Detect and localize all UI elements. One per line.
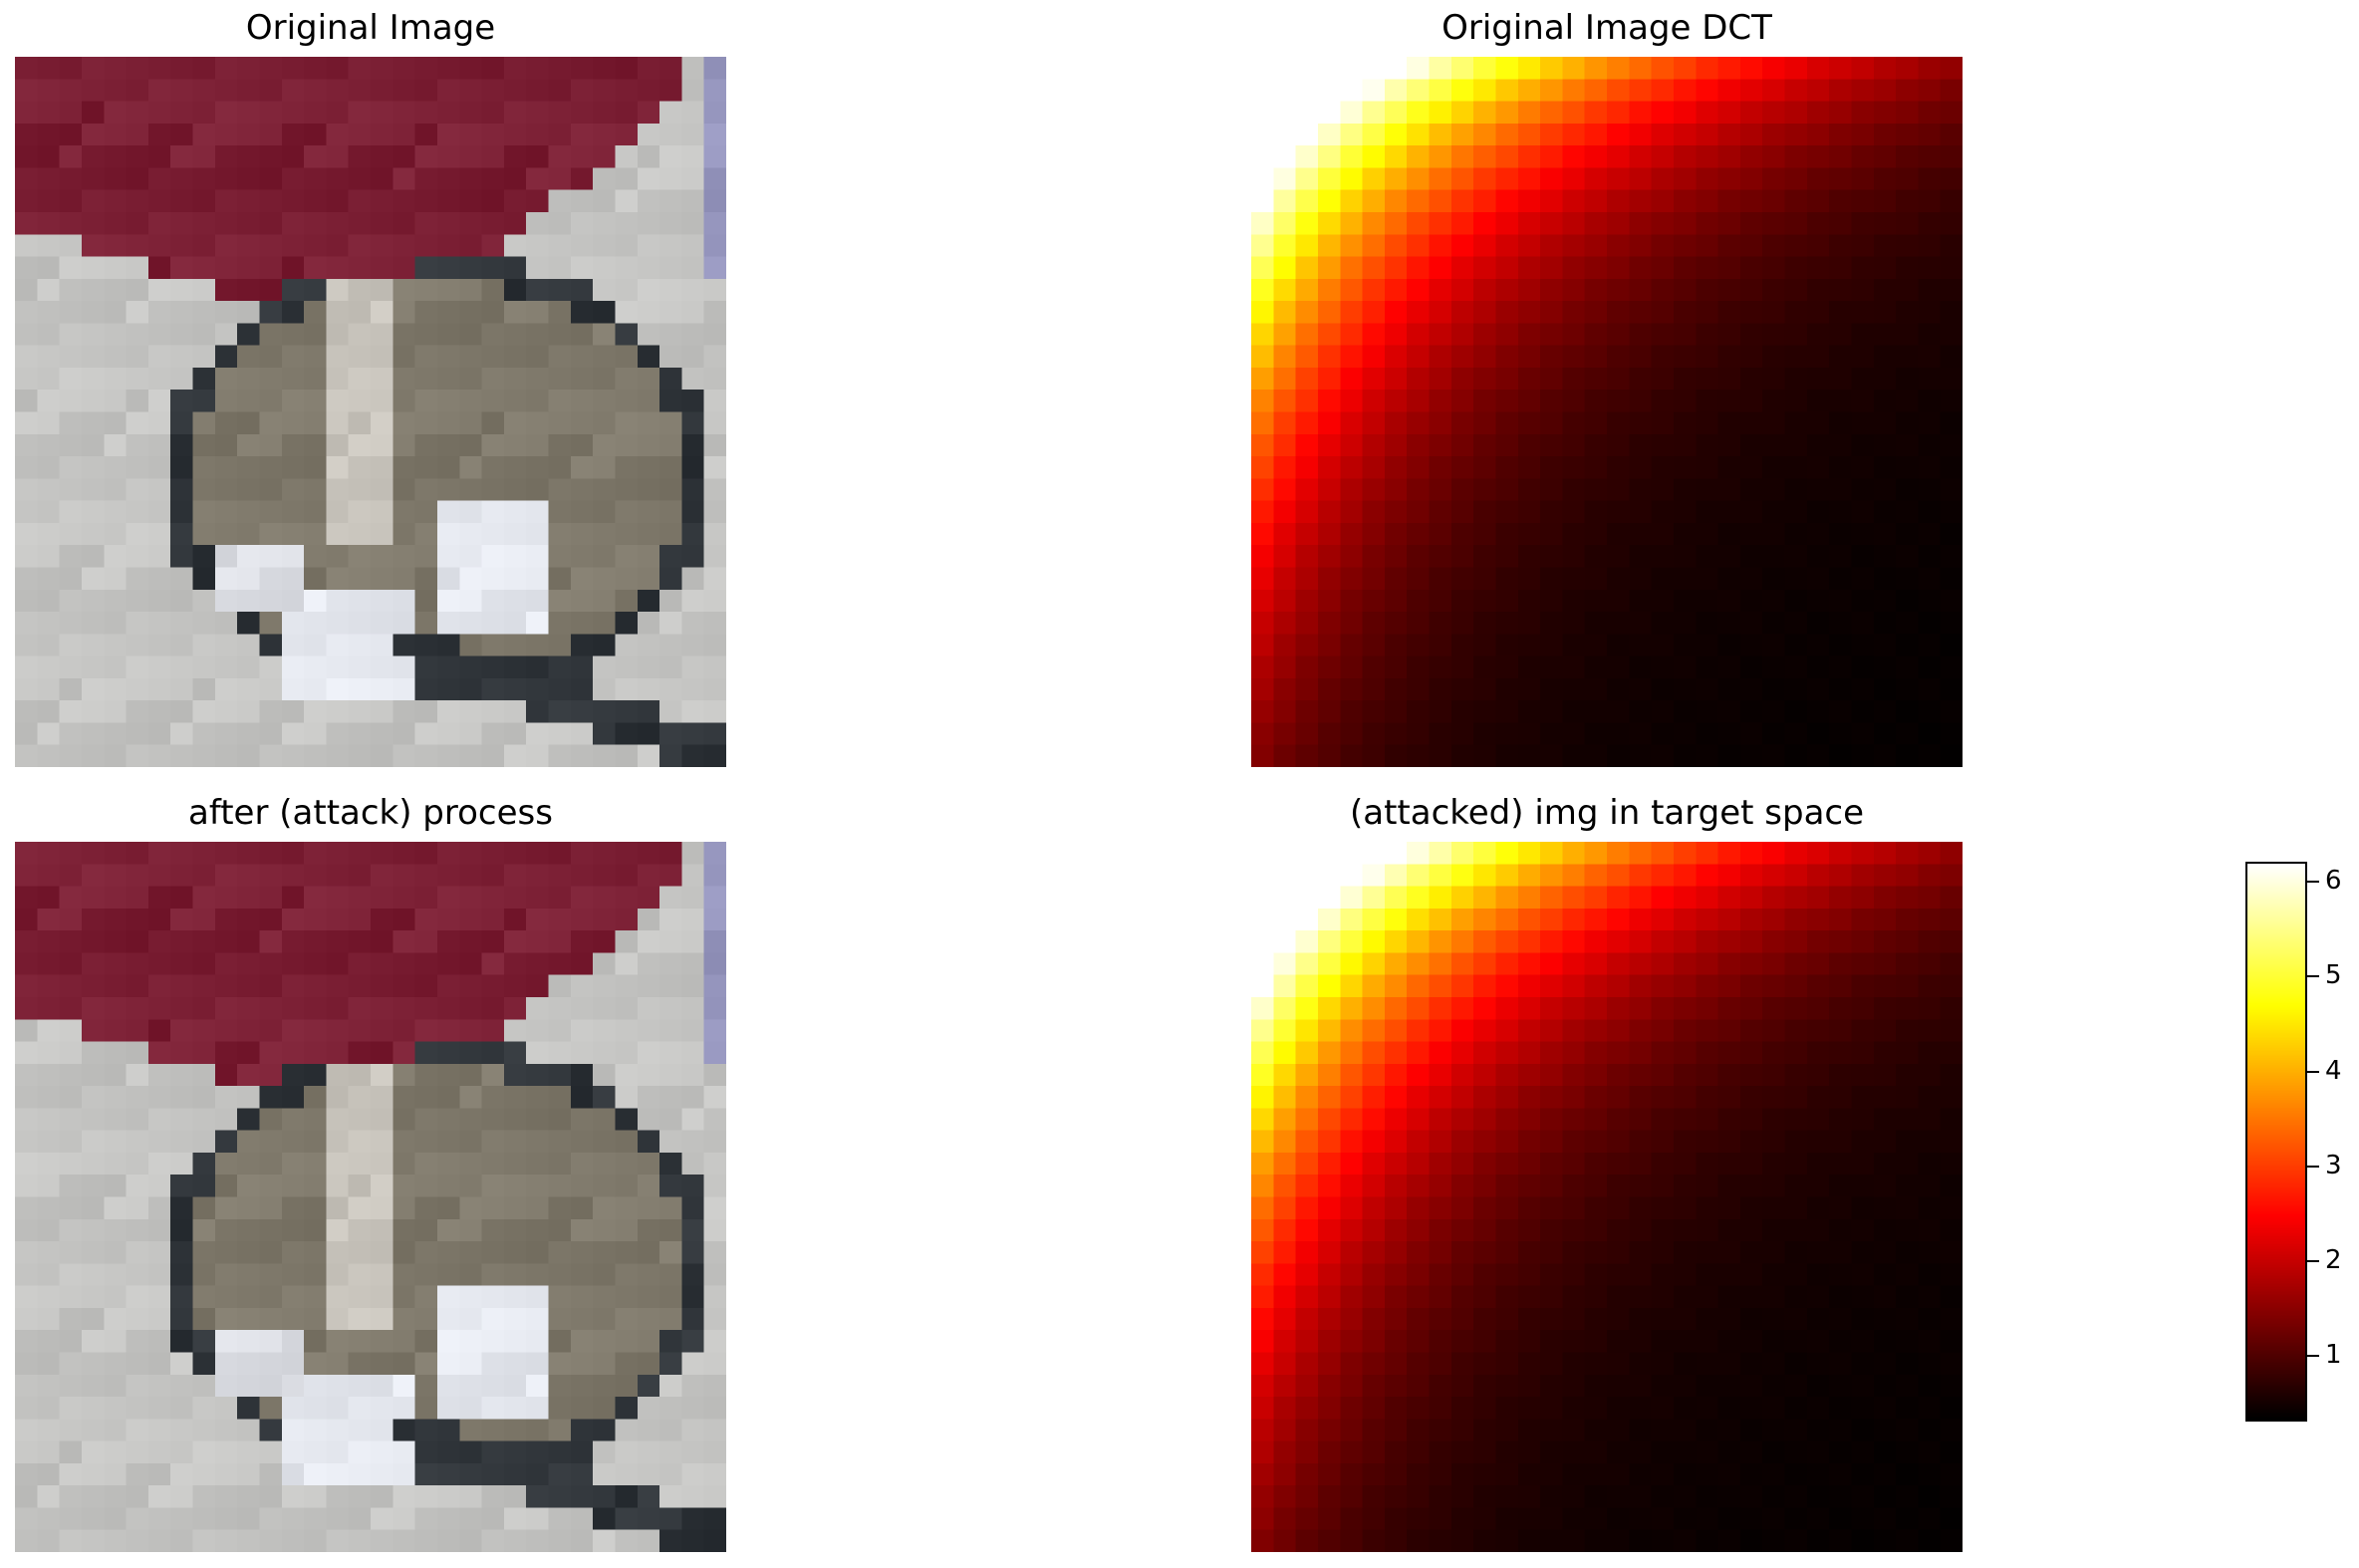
colorbar-tick	[2307, 1165, 2319, 1168]
attacked-dct-heatmap	[1251, 842, 1963, 1552]
after-attack-image-pixels	[15, 842, 726, 1552]
original-image-pixels	[15, 57, 726, 767]
original-dct-heatmap	[1251, 57, 1963, 767]
colorbar-tick	[2307, 1260, 2319, 1263]
title-original-image: Original Image	[245, 8, 496, 48]
title-after-attack: after (attack) process	[188, 793, 553, 833]
colorbar	[2245, 862, 2307, 1422]
attacked-dct-cells	[1251, 842, 1963, 1552]
colorbar-tick-label: 6	[2325, 866, 2342, 897]
colorbar-tick	[2307, 975, 2319, 978]
title-original-image-dct: Original Image DCT	[1442, 8, 1772, 48]
original-image-panel	[15, 57, 726, 767]
colorbar-tick	[2307, 1070, 2319, 1073]
colorbar-tick	[2307, 1355, 2319, 1358]
colorbar-gradient	[2245, 862, 2307, 1422]
colorbar-tick-label: 2	[2325, 1245, 2342, 1276]
colorbar-tick	[2307, 881, 2319, 884]
title-attacked-target-space: (attacked) img in target space	[1349, 793, 1865, 833]
colorbar-tick-label: 5	[2325, 960, 2342, 991]
after-attack-image-panel	[15, 842, 726, 1552]
colorbar-tick-label: 1	[2325, 1340, 2342, 1371]
colorbar-tick-label: 3	[2325, 1150, 2342, 1180]
colorbar-tick-label: 4	[2325, 1055, 2342, 1086]
original-dct-cells	[1251, 57, 1963, 767]
